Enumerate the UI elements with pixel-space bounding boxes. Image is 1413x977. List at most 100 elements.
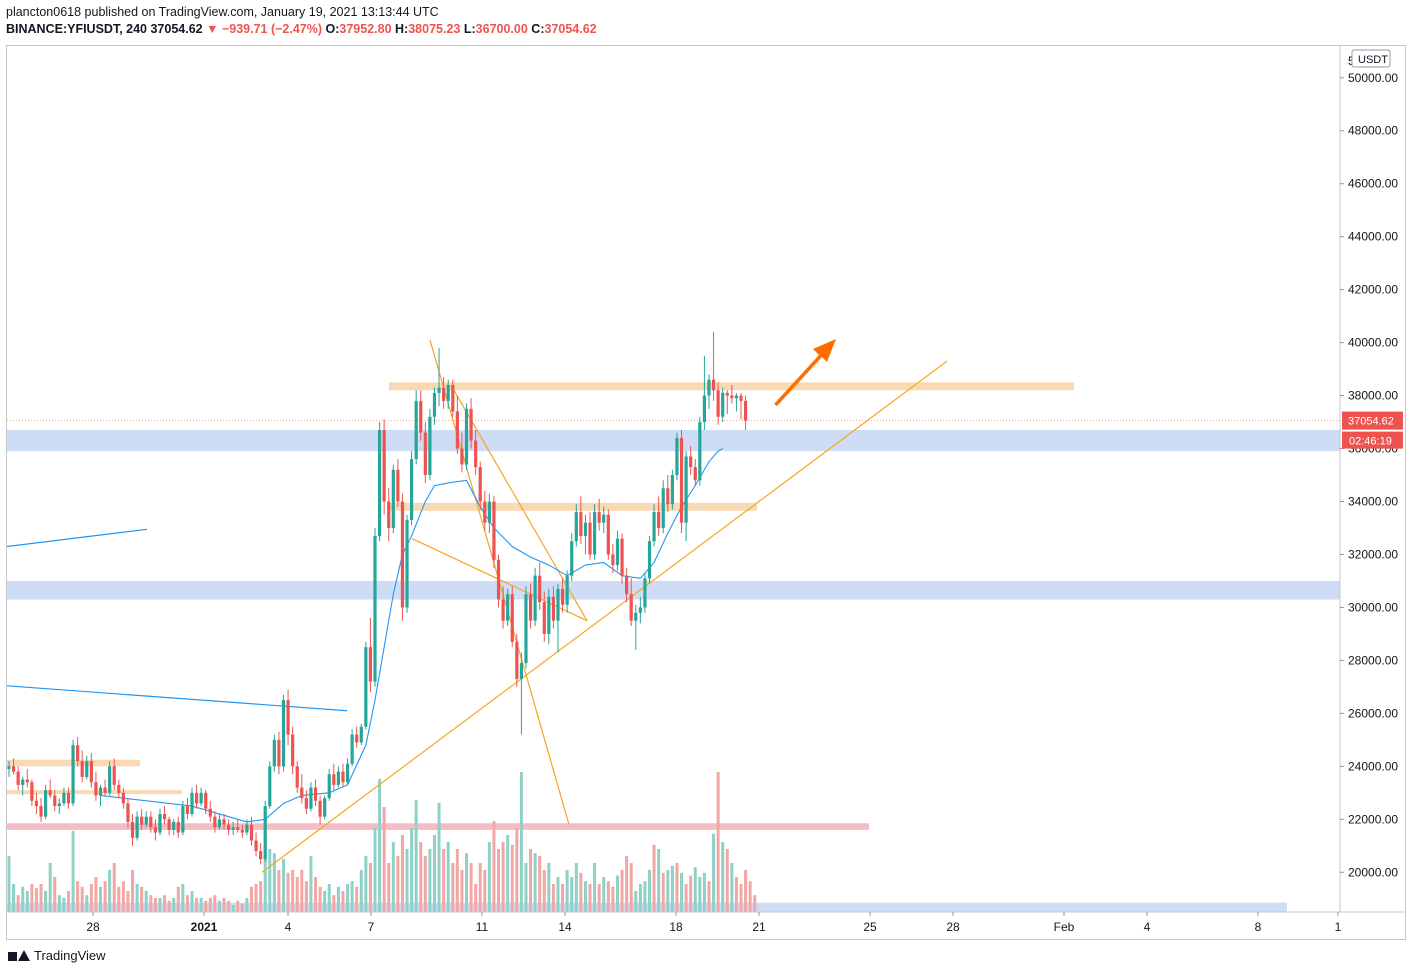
candle-body	[236, 827, 240, 830]
volume-bar	[707, 881, 711, 912]
volume-bar	[620, 870, 624, 912]
ascending-trendline	[261, 360, 948, 873]
volume-bar	[85, 895, 89, 912]
close-label: C:	[531, 22, 545, 36]
volume-bar	[341, 891, 345, 912]
volume-bar	[195, 898, 199, 912]
candle-body	[739, 395, 743, 401]
candle-body	[336, 771, 340, 785]
volume-bar	[359, 870, 363, 912]
volume-bar	[213, 895, 217, 912]
volume-bar	[547, 863, 551, 912]
candle-body	[725, 392, 729, 396]
candle-body	[249, 824, 254, 841]
candle-body	[693, 467, 697, 481]
volume-bar	[181, 884, 185, 912]
candle-body	[21, 779, 25, 785]
candle-body	[268, 766, 272, 807]
price-tick-label: 42000.00	[1348, 283, 1398, 297]
price-tick-label: 28000.00	[1348, 653, 1398, 667]
volume-bar	[263, 858, 267, 912]
volume-bar	[304, 881, 308, 912]
candle-body	[510, 594, 514, 642]
volume-bar	[332, 895, 336, 912]
candle-body	[208, 808, 212, 817]
volume-bar	[442, 849, 446, 912]
volume-bar	[48, 863, 52, 912]
volume-bar	[336, 886, 340, 912]
candle-body	[442, 387, 446, 401]
price-tick-label: 22000.00	[1348, 812, 1398, 826]
candle-body	[80, 761, 84, 777]
candle-body	[44, 790, 48, 817]
time-tick-label: Feb	[1054, 920, 1075, 934]
chart-area[interactable]: 20000.00 22000.00 24000.00 26000.00 28000.00…	[6, 45, 1406, 940]
footer: TradingView	[8, 948, 106, 963]
candle-body	[657, 512, 661, 528]
candle-body	[204, 792, 208, 809]
price-change: ▼ −939.71 (−2.47%)	[206, 22, 323, 36]
close-value: 37054.62	[544, 22, 597, 36]
volume-bar	[524, 863, 528, 912]
volume-bar	[661, 872, 665, 912]
candle-body	[492, 501, 496, 560]
candle-body	[281, 700, 286, 767]
high-label: H:	[395, 22, 409, 36]
candle-body	[364, 647, 368, 727]
volume-bar	[680, 872, 684, 912]
volume-bar	[117, 886, 121, 912]
candle-body	[185, 806, 190, 815]
volume-bar	[350, 881, 354, 912]
volume-bar	[506, 835, 510, 912]
price-chart[interactable]: 20000.00 22000.00 24000.00 26000.00 28000.00…	[7, 46, 1405, 939]
volume-bar	[34, 888, 38, 912]
candle-body	[615, 538, 620, 566]
candle-body	[707, 379, 711, 396]
candle-body	[400, 501, 405, 608]
candle-body	[661, 488, 665, 528]
candle-body	[652, 512, 656, 542]
candle-body	[158, 814, 162, 833]
volume-bar	[7, 856, 11, 912]
volume-bar	[561, 884, 565, 912]
volume-bar	[21, 886, 25, 912]
countdown-tag	[1342, 431, 1403, 449]
candle-body	[684, 456, 688, 523]
volume-bar	[39, 884, 43, 912]
volume-bar	[158, 898, 162, 912]
candle-body	[94, 782, 98, 796]
candle-body	[538, 575, 542, 603]
volume-bar	[167, 900, 171, 912]
volume-bar	[249, 886, 253, 912]
price-tick-label: 32000.00	[1348, 547, 1398, 561]
volume-bar	[254, 884, 258, 912]
candle-body	[34, 800, 39, 807]
time-tick-label: 4	[285, 920, 292, 934]
volume-bar	[199, 898, 203, 912]
volume-bar	[556, 877, 560, 912]
chart-header: plancton0618 published on TradingView.co…	[6, 4, 597, 38]
volume-bar	[25, 891, 29, 912]
volume-bar	[432, 835, 436, 912]
ohlc-row: BINANCE:YFIUSDT, 240 37054.62 ▼ −939.71 …	[6, 21, 597, 38]
candle-body	[341, 771, 345, 783]
candle-body	[126, 803, 130, 822]
volume-bar	[44, 891, 48, 912]
volume-bar	[318, 886, 322, 912]
candle-body	[332, 774, 336, 785]
volume-bar	[693, 867, 697, 912]
candle-body	[318, 800, 322, 817]
volume-bar	[583, 881, 587, 912]
candle-body	[53, 795, 57, 807]
candle-body	[524, 594, 528, 664]
volume-band	[7, 902, 1287, 912]
volume-bar	[282, 858, 285, 912]
candle-body	[254, 840, 258, 852]
candle-body	[583, 522, 588, 536]
price-tick-label: 30000.00	[1348, 600, 1398, 614]
volume-bar	[529, 849, 533, 912]
zones-layer	[7, 382, 1340, 912]
volume-bar	[666, 870, 670, 912]
publish-info: plancton0618 published on TradingView.co…	[6, 5, 439, 19]
candle-body	[57, 803, 61, 807]
